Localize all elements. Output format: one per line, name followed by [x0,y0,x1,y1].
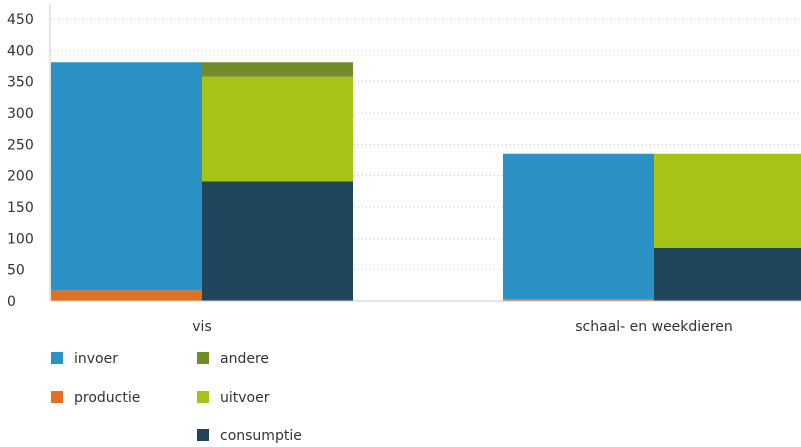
legend-label-andere: andere [220,351,269,367]
y-tick-label: 400 [7,43,34,59]
legend-label-productie: productie [74,390,140,406]
legend-swatch-consumptie [197,429,209,441]
category-label-vis: vis [192,319,211,335]
legend-swatch-productie [51,391,63,403]
bar-segment-productie [51,290,202,301]
x-axis-labels: vis schaal- en weekdieren [192,319,732,335]
legend-label-uitvoer: uitvoer [220,390,270,406]
bar-segment-consumptie [202,181,353,301]
legend-swatch-invoer [51,352,63,364]
y-tick-label: 450 [7,12,34,28]
bar-segment-invoer [503,153,654,300]
legend-swatch-andere [197,352,209,364]
bar-segment-andere [202,62,353,77]
legend-swatch-uitvoer [197,391,209,403]
bar-segment-productie [503,299,654,301]
bar-segment-consumptie [654,247,801,301]
y-tick-label: 350 [7,75,34,91]
y-tick-label: 100 [7,231,34,247]
bar-segment-uitvoer [202,76,353,182]
y-axis: 0 50 100 150 200 250 300 350 400 450 [7,5,51,310]
y-tick-label: 50 [7,263,25,279]
y-tick-label: 200 [7,169,34,185]
y-tick-label: 150 [7,200,34,216]
category-label-schaal-en-weekdieren: schaal- en weekdieren [575,319,732,335]
bar-segment-invoer [51,62,202,291]
legend-label-consumptie: consumptie [220,428,302,444]
y-tick-label: 0 [7,294,16,310]
bar-segment-uitvoer [654,153,801,248]
y-tick-label: 250 [7,137,34,153]
bars [51,62,801,301]
legend-label-invoer: invoer [74,351,118,367]
legend: invoer productie andere uitvoer consumptie [51,351,302,444]
y-tick-label: 300 [7,106,34,122]
